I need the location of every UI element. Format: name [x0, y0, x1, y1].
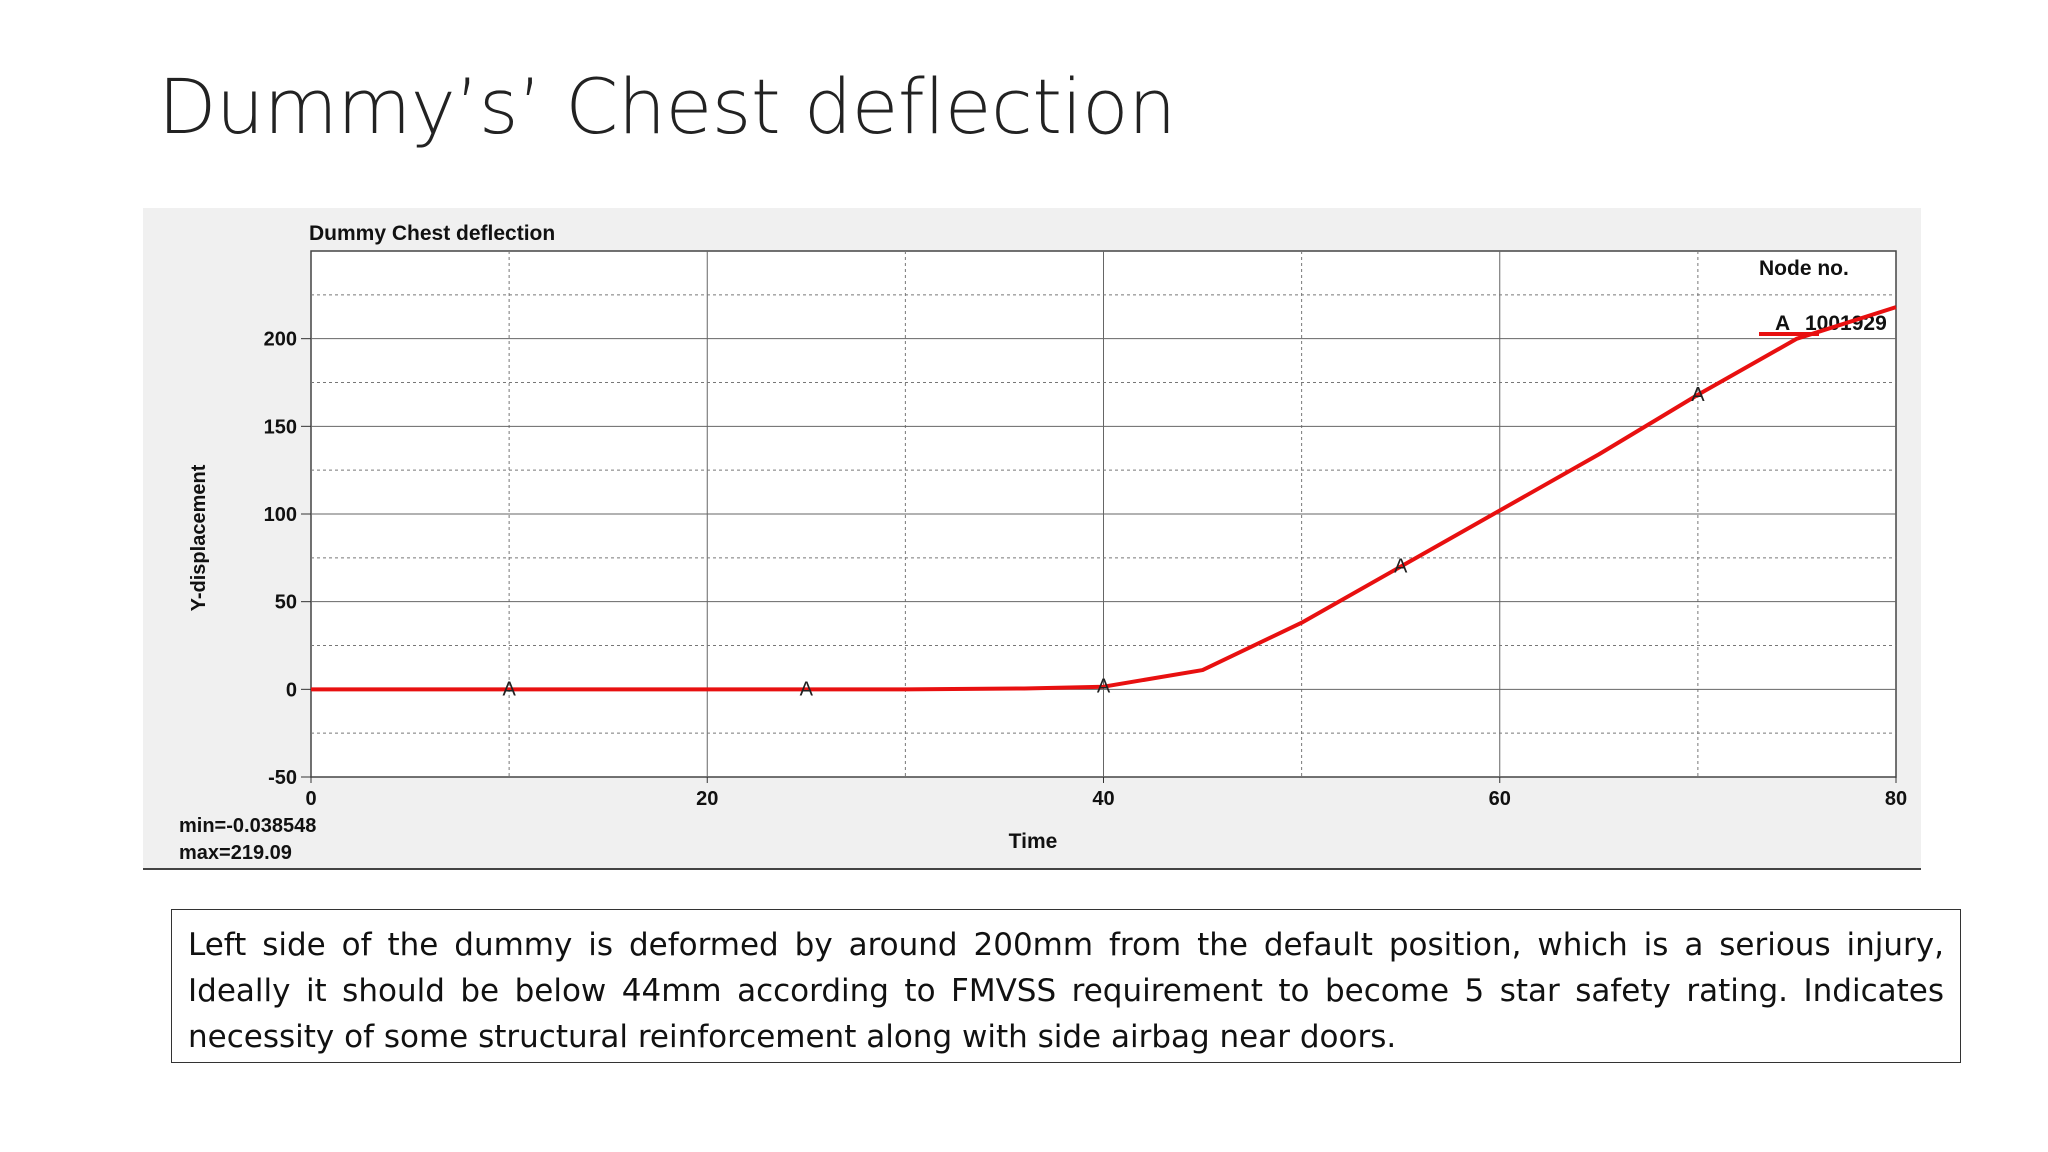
legend-title: Node no.	[1759, 257, 1849, 280]
caption-box: Left side of the dummy is deformed by ar…	[171, 909, 1961, 1063]
series-marker: A	[1097, 676, 1111, 698]
x-tick-label: 80	[1885, 788, 1907, 810]
grid-layer	[311, 251, 1896, 777]
y-tick-label: 50	[275, 592, 297, 614]
series-marker: A	[800, 678, 814, 700]
x-axis-label: Time	[1009, 830, 1058, 853]
min-annotation: min=-0.038548	[179, 815, 316, 837]
y-tick-label: 200	[264, 329, 297, 351]
chart-title: Dummy Chest deflection	[309, 222, 555, 245]
tick-layer: 0 20 40 60 80 -50 0 50 100 150 200	[264, 329, 1908, 810]
y-tick-label: 0	[286, 679, 297, 701]
chart-panel: Dummy Chest deflection 0 20 40 60 80 -50 0 50 10…	[143, 208, 1921, 870]
max-annotation: max=219.09	[179, 842, 292, 864]
x-tick-label: 20	[696, 788, 718, 810]
y-tick-label: 100	[264, 504, 297, 526]
x-tick-label: 0	[305, 788, 316, 810]
legend-marker: A	[1775, 312, 1790, 335]
series-line	[311, 305, 1897, 692]
series-marker: A	[502, 678, 516, 700]
y-tick-label: -50	[268, 767, 297, 789]
x-tick-label: 40	[1092, 788, 1114, 810]
y-axis-label: Y-displacement	[188, 464, 210, 611]
x-tick-label: 60	[1489, 788, 1511, 810]
series-marker: A	[1394, 556, 1408, 578]
chart-svg: Dummy Chest deflection 0 20 40 60 80 -50 0 50 10…	[179, 222, 1908, 864]
series-marker: A	[1691, 384, 1705, 406]
slide-title: Dummy’s’ Chest deflection	[158, 62, 1176, 151]
y-tick-label: 150	[264, 416, 297, 438]
series-layer: A A A A A	[311, 305, 1897, 700]
